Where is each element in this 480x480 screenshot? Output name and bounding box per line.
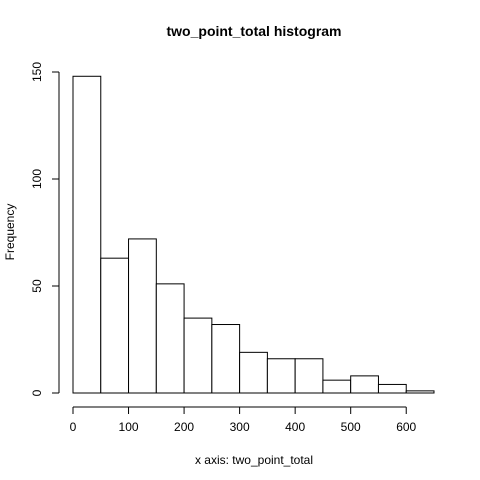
bars-group [72, 75, 435, 394]
x-tick-label: 400 [285, 420, 305, 434]
histogram-bar [377, 383, 407, 394]
histogram-bar [405, 390, 435, 394]
y-tick-label: 50 [30, 279, 44, 293]
histogram-bar [350, 375, 379, 394]
y-axis-label: Frequency [3, 204, 17, 261]
x-tick-label: 500 [341, 420, 361, 434]
histogram-bar [322, 379, 352, 394]
x-tick-label: 100 [119, 420, 139, 434]
x-axis-label: x axis: two_point_total [195, 453, 313, 467]
y-axis: 0 50 100 150 [30, 62, 60, 396]
histogram-bar [155, 283, 185, 394]
y-tick-label: 150 [30, 62, 44, 82]
x-axis: 0 100 200 300 400 500 600 [70, 406, 417, 434]
x-tick-label: 600 [396, 420, 416, 434]
x-tick-label: 200 [174, 420, 194, 434]
histogram-bar [128, 238, 157, 394]
histogram-bar [211, 324, 241, 394]
y-tick-label: 0 [30, 389, 44, 396]
chart-title: two_point_total histogram [167, 23, 342, 39]
histogram-bar [100, 257, 130, 394]
histogram-bar [266, 358, 296, 394]
x-tick-label: 300 [230, 420, 250, 434]
histogram-bar [183, 317, 213, 394]
x-tick-label: 0 [70, 420, 77, 434]
y-tick-label: 100 [30, 169, 44, 189]
histogram-bar [239, 351, 268, 394]
histogram-bar [294, 358, 324, 394]
histogram-bar [72, 75, 102, 394]
